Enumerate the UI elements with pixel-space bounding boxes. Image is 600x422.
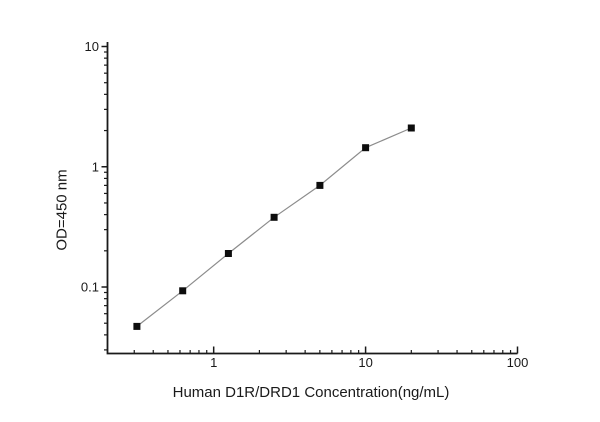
axis-frame [106, 42, 518, 355]
data-point-marker [362, 144, 370, 152]
y-tick-label: 1 [92, 159, 99, 174]
x-axis-title: Human D1R/DRD1 Concentration(ng/mL) [172, 384, 450, 401]
data-point-marker [224, 250, 232, 257]
x-tick-label: 10 [358, 355, 372, 370]
y-tick-label: 0.1 [81, 280, 99, 295]
data-point-marker [270, 213, 278, 221]
x-tick-label: 100 [507, 355, 529, 370]
series-line [136, 127, 412, 327]
x-tick-label: 1 [210, 355, 217, 370]
y-axis-title: OD=450 nm [53, 169, 71, 251]
y-tick-label: 10 [85, 39, 99, 54]
data-point-marker [133, 322, 141, 330]
data-point-marker [407, 124, 415, 132]
data-point-marker [179, 287, 187, 295]
data-point-marker [316, 181, 324, 189]
